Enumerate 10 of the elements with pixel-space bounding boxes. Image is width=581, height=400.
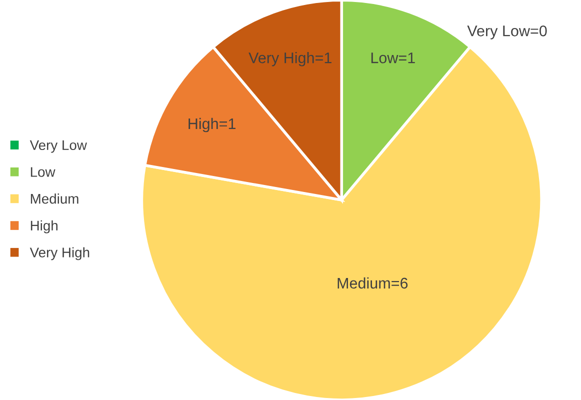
data-label: High=1 bbox=[188, 118, 236, 132]
data-label: Very High=1 bbox=[248, 52, 332, 66]
legend-label: High bbox=[30, 220, 58, 234]
data-label: Medium=6 bbox=[338, 277, 408, 289]
text: Very Low=0 bbox=[467, 26, 547, 40]
legend-label: Medium bbox=[30, 194, 78, 204]
legend-label: Low bbox=[30, 167, 56, 177]
legend-label: Very Low bbox=[30, 140, 87, 153]
legend-label: Very High bbox=[30, 247, 90, 260]
data-label: Low=1 bbox=[371, 52, 415, 64]
